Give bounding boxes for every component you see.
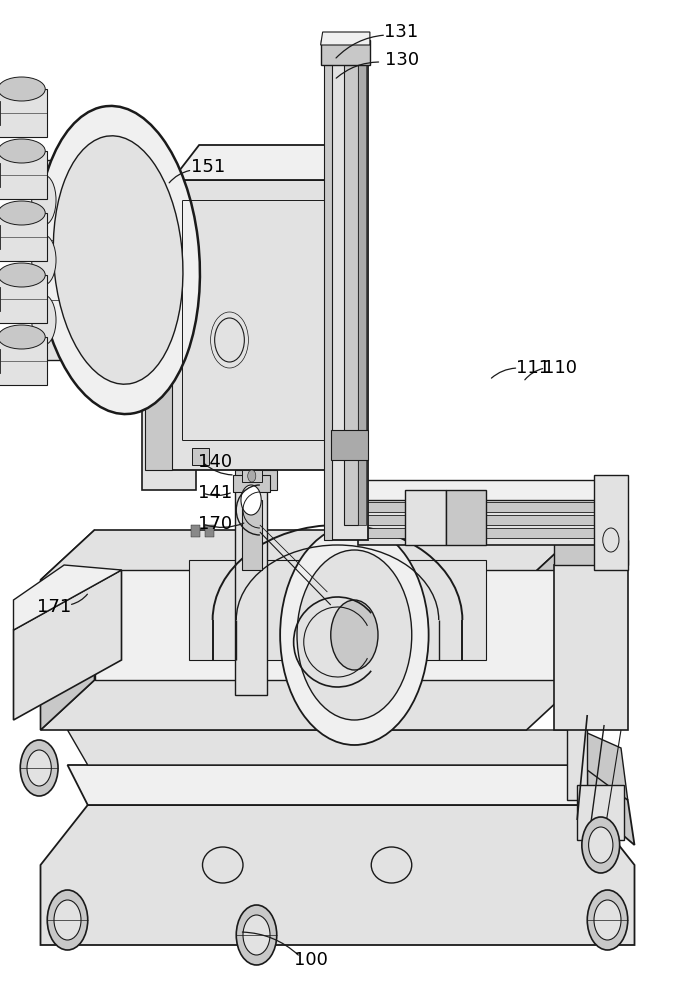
Polygon shape: [145, 320, 172, 470]
Polygon shape: [405, 490, 446, 545]
Polygon shape: [243, 430, 263, 455]
Polygon shape: [14, 570, 122, 720]
Text: 100: 100: [294, 951, 327, 969]
Polygon shape: [40, 530, 580, 580]
Polygon shape: [361, 502, 618, 512]
Polygon shape: [0, 89, 47, 137]
Circle shape: [331, 600, 378, 670]
Polygon shape: [14, 565, 122, 630]
Polygon shape: [361, 528, 618, 538]
Ellipse shape: [32, 295, 56, 345]
Polygon shape: [594, 475, 628, 570]
Polygon shape: [142, 180, 196, 210]
Polygon shape: [189, 560, 486, 660]
Polygon shape: [40, 680, 580, 730]
Polygon shape: [567, 715, 587, 800]
Circle shape: [248, 470, 256, 482]
Polygon shape: [172, 180, 338, 470]
Polygon shape: [324, 45, 332, 540]
Circle shape: [236, 905, 277, 965]
Polygon shape: [242, 500, 262, 570]
Polygon shape: [331, 45, 368, 540]
Polygon shape: [233, 475, 270, 492]
Text: 130: 130: [385, 51, 418, 69]
Polygon shape: [34, 160, 122, 360]
Polygon shape: [331, 430, 368, 460]
Circle shape: [297, 550, 412, 720]
Polygon shape: [235, 490, 267, 695]
Circle shape: [587, 890, 628, 950]
Polygon shape: [358, 480, 621, 500]
Circle shape: [54, 900, 81, 940]
Circle shape: [47, 890, 88, 950]
Circle shape: [582, 817, 620, 873]
Polygon shape: [338, 145, 364, 470]
Polygon shape: [358, 65, 366, 525]
Text: 170: 170: [198, 515, 232, 533]
Polygon shape: [0, 151, 47, 199]
Ellipse shape: [0, 325, 45, 349]
Circle shape: [20, 740, 58, 796]
Ellipse shape: [0, 201, 45, 225]
Ellipse shape: [0, 263, 45, 287]
Text: 131: 131: [385, 23, 418, 41]
Polygon shape: [235, 470, 277, 490]
Polygon shape: [205, 525, 214, 537]
Ellipse shape: [36, 106, 200, 414]
Text: 141: 141: [198, 484, 232, 502]
Polygon shape: [358, 500, 621, 545]
Ellipse shape: [32, 235, 56, 285]
Text: 110: 110: [543, 359, 577, 377]
Polygon shape: [191, 525, 200, 537]
Polygon shape: [344, 65, 358, 525]
Polygon shape: [95, 570, 567, 680]
Polygon shape: [242, 470, 262, 482]
Polygon shape: [587, 765, 634, 845]
Polygon shape: [192, 448, 209, 465]
Polygon shape: [554, 565, 628, 730]
Circle shape: [594, 900, 621, 940]
Polygon shape: [0, 275, 47, 323]
Ellipse shape: [0, 139, 45, 163]
Polygon shape: [68, 765, 587, 805]
Text: 171: 171: [37, 598, 71, 616]
Polygon shape: [577, 785, 624, 840]
Polygon shape: [554, 540, 628, 565]
Polygon shape: [40, 530, 94, 730]
Ellipse shape: [32, 175, 56, 225]
Text: 140: 140: [198, 453, 232, 471]
Circle shape: [280, 525, 429, 745]
Polygon shape: [0, 213, 47, 261]
Polygon shape: [580, 730, 628, 800]
Circle shape: [241, 485, 261, 515]
Polygon shape: [446, 490, 486, 545]
Polygon shape: [142, 210, 196, 490]
Ellipse shape: [0, 77, 45, 101]
Polygon shape: [0, 337, 47, 385]
Circle shape: [589, 827, 613, 863]
Polygon shape: [40, 805, 634, 945]
Text: 111: 111: [516, 359, 550, 377]
Polygon shape: [321, 32, 370, 45]
Ellipse shape: [53, 136, 183, 384]
Polygon shape: [361, 515, 618, 525]
Circle shape: [243, 915, 270, 955]
Text: 151: 151: [191, 158, 225, 176]
Polygon shape: [68, 730, 587, 765]
Polygon shape: [172, 145, 364, 180]
Polygon shape: [526, 530, 621, 600]
Circle shape: [27, 750, 51, 786]
Polygon shape: [321, 40, 370, 65]
